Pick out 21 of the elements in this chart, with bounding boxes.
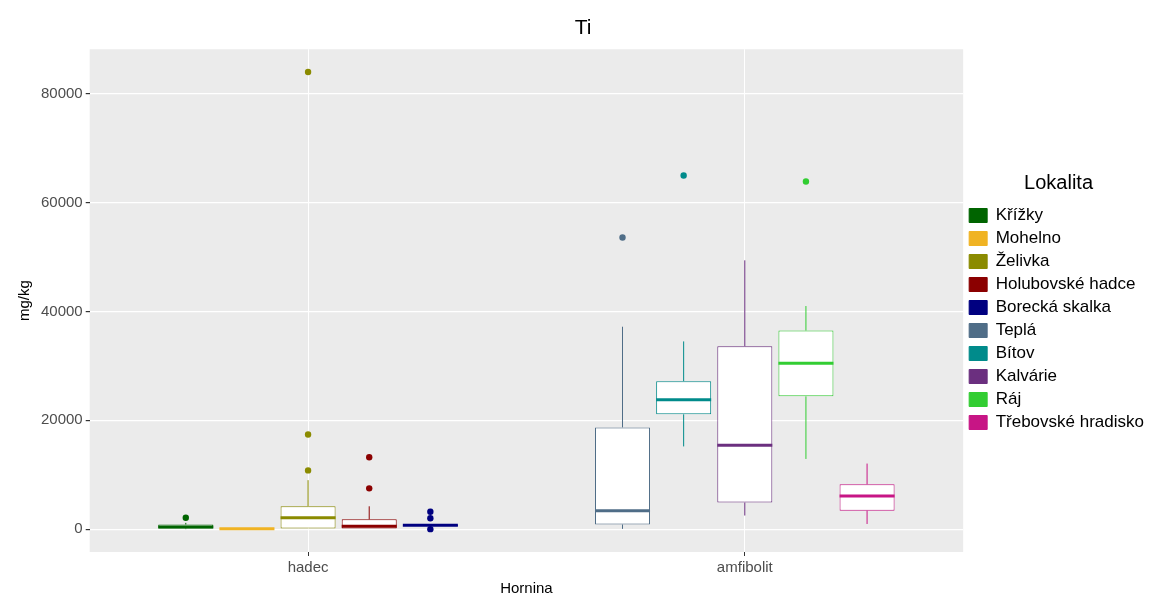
legend-label: Bítov xyxy=(995,343,1035,363)
x-axis-title: Hornina xyxy=(500,579,554,597)
legend-label: Holubovské hadce xyxy=(995,274,1136,294)
y-tick-label: 80000 xyxy=(40,83,83,101)
legend-label: Ráj xyxy=(995,389,1022,409)
legend-label: Želivka xyxy=(995,251,1051,271)
x-tick-label: hadec xyxy=(287,558,329,576)
legend-label: Třebovské hradisko xyxy=(995,412,1144,432)
x-tick-label: amfibolit xyxy=(716,558,774,576)
legend-label: Teplá xyxy=(995,320,1037,340)
legend-title: Lokalita xyxy=(1024,170,1094,193)
legend-label: Křížky xyxy=(995,205,1044,225)
y-tick-label: 40000 xyxy=(40,301,83,319)
legend-label: Borecká skalka xyxy=(995,297,1112,317)
y-tick-label: 60000 xyxy=(40,192,83,210)
chart-title: Ti xyxy=(574,15,592,39)
y-axis-title: mg/kg xyxy=(15,280,33,322)
y-tick-label: 0 xyxy=(74,519,83,537)
y-tick-label: 20000 xyxy=(40,410,83,428)
legend-label: Kalvárie xyxy=(995,366,1058,386)
legend-label: Mohelno xyxy=(995,228,1061,248)
